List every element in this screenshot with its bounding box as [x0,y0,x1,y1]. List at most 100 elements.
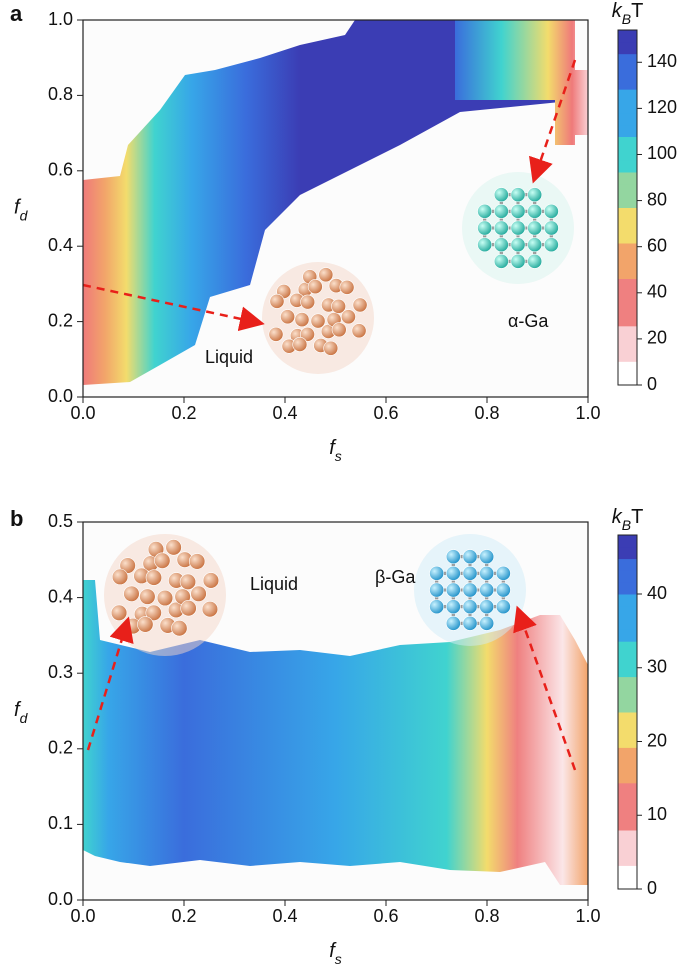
atom [429,599,445,615]
y-axis-label: fd [14,699,29,725]
atom [477,220,493,236]
x-tick-label: 0.0 [70,906,95,926]
atom [445,599,461,615]
atom [479,615,495,631]
atom [527,187,543,203]
colorbar-band [618,101,637,114]
colorbar-tick-label: 80 [647,189,667,209]
x-axis-label-part: s [335,448,342,464]
colorbar-title-part: B [622,517,631,533]
colorbar-title-part: B [622,11,631,27]
colorbar-band [618,641,637,654]
atom [429,565,445,581]
colorbar-band [618,747,637,760]
atom [477,237,493,253]
colorbar-band [618,136,637,149]
colorbar-band [618,546,637,560]
atom [202,572,220,589]
arrow [82,283,265,332]
atom [479,582,495,598]
colorbar-tick-label: 60 [647,235,667,255]
colorbar-band [618,617,637,630]
colorbar-title-part: k [612,0,623,22]
atom [445,615,461,631]
y-tick-label: 0.4 [48,235,73,255]
atom [462,615,478,631]
atom [145,604,162,621]
atom [510,187,526,203]
colorbar-band [618,89,637,102]
atom [139,588,156,605]
colorbar-tick-label: 10 [647,804,667,824]
y-tick-label: 0.3 [48,662,73,682]
colorbar-band [618,302,637,315]
atom [180,600,197,617]
x-axis-label: fs [329,940,342,966]
atom [527,237,543,253]
atom [111,568,129,586]
colorbar-tick-label: 140 [647,51,677,71]
colorbar-band [618,818,637,831]
colorbar-band [618,723,637,737]
y-axis-label-part: d [20,207,29,223]
atom [269,293,285,309]
atom [445,549,461,565]
atom [310,313,326,329]
x-tick-label: 0.8 [474,906,499,926]
atom [493,187,509,203]
colorbar-band [618,570,637,583]
x-tick-label: 0.4 [272,906,297,926]
atom [462,582,478,598]
colorbar-band [618,865,637,878]
atom [331,322,347,338]
y-tick-label: 0.0 [48,889,73,909]
atom [479,599,495,615]
contour-region [83,20,580,385]
atom [493,253,509,269]
colorbar-band [618,535,637,548]
colorbar-band [618,853,637,866]
colorbar-band [618,337,637,350]
atom [340,309,356,325]
colorbar-band [618,688,637,701]
colorbar-band [618,254,637,268]
atom [495,582,511,598]
y-axis-label-part: f [14,197,22,219]
colorbar-band [618,653,637,666]
colorbar-tick-label: 30 [647,657,667,677]
colorbar-band [618,582,637,595]
atom [510,203,526,219]
atom [510,253,526,269]
atom [493,220,509,236]
atom [171,620,188,637]
colorbar-title: kBT [612,506,644,532]
atom [307,279,323,295]
colorbar-band [618,65,637,78]
atom [300,294,316,310]
colorbar-tick-label: 20 [647,730,667,750]
atom [280,309,296,325]
atom [543,203,559,219]
colorbar-band [618,806,637,819]
atom [137,616,154,633]
colorbar-frame [617,29,638,386]
x-axis-label-part: s [335,951,342,967]
colorbar-band [618,172,637,185]
x-axis-label: fs [329,437,342,463]
colorbar-title: kBT [612,0,644,26]
x-tick-label: 0.2 [171,403,196,423]
atom [318,267,334,283]
x-tick-label: 0.8 [474,403,499,423]
colorbar-band [618,195,637,208]
colorbar-band [618,877,637,890]
atom [188,553,206,570]
atom [339,279,355,295]
colorbar-band [618,266,637,279]
colorbar-band [618,278,637,291]
annotation: Liquid [250,574,298,594]
colorbar-band [618,664,637,678]
atom [156,589,174,607]
atom [477,203,493,219]
colorbar-band [618,231,637,244]
axes-frame [82,19,589,398]
